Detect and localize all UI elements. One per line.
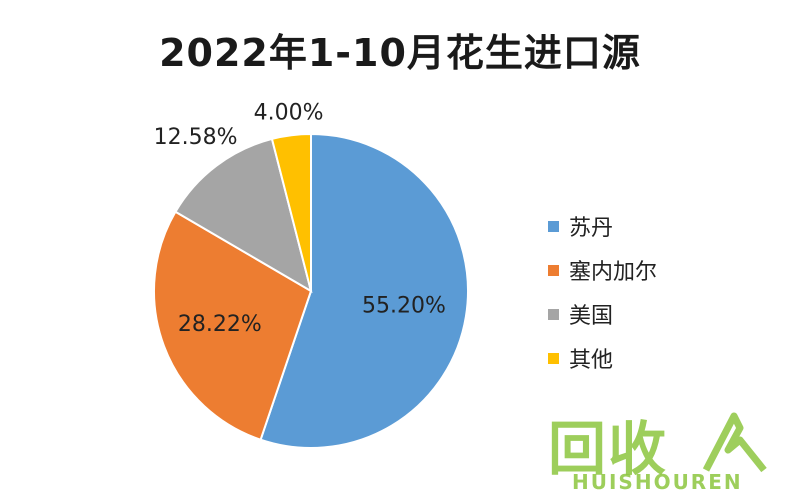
data-label-2: 12.58% <box>154 125 238 150</box>
data-label-1: 28.22% <box>178 312 262 337</box>
pie-slice-3 <box>270 132 312 292</box>
data-label-0: 55.20% <box>362 293 446 318</box>
watermark-subtext: HUISHOUREN <box>572 470 743 494</box>
pie-slice-0 <box>259 132 470 449</box>
watermark-logo-text: 回收 <box>548 415 669 483</box>
legend: 苏丹 塞内加尔 美国 其他 <box>548 204 657 380</box>
legend-swatch <box>548 352 559 364</box>
legend-swatch <box>548 220 559 232</box>
data-label-3: 4.00% <box>254 100 324 125</box>
legend-label: 其他 <box>569 348 614 373</box>
legend-swatch <box>548 264 559 276</box>
legend-label: 塞内加尔 <box>569 260 658 285</box>
chart-title: 2022年1-10月花生进口源 <box>159 31 641 75</box>
legend-label: 苏丹 <box>569 216 614 241</box>
watermark-logo: 回收 HUISHOUREN <box>540 400 780 495</box>
legend-item-other: 其他 <box>548 336 657 380</box>
legend-item-sudan: 苏丹 <box>548 204 657 248</box>
pie-slice-2 <box>174 137 313 294</box>
watermark-mountain-icon <box>702 412 767 473</box>
legend-item-senegal: 塞内加尔 <box>548 248 657 292</box>
legend-swatch <box>548 308 559 320</box>
legend-label: 美国 <box>569 304 614 329</box>
legend-item-usa: 美国 <box>548 292 657 336</box>
